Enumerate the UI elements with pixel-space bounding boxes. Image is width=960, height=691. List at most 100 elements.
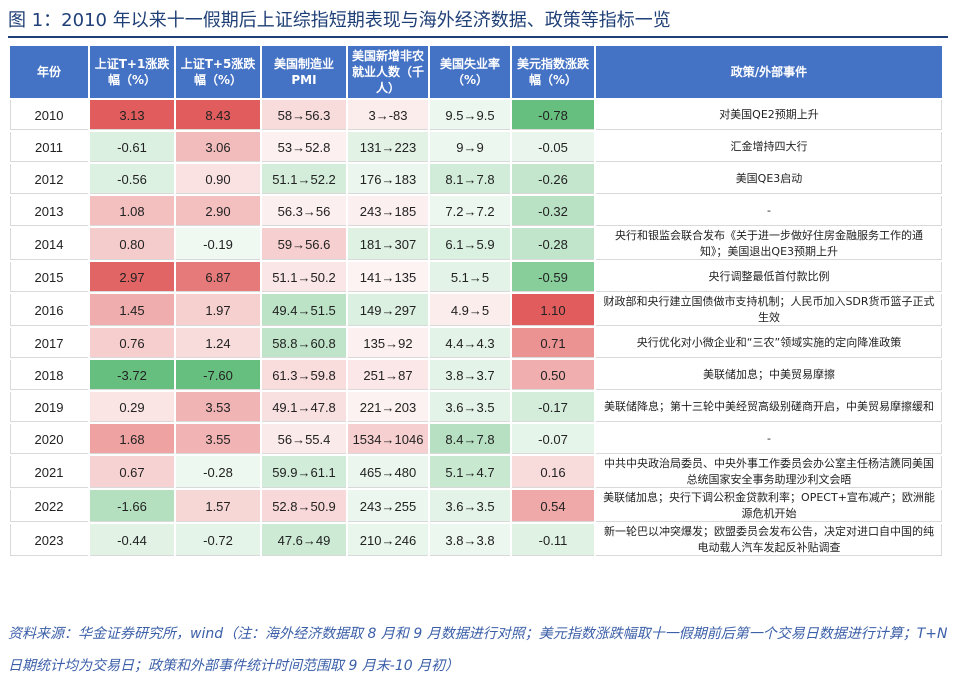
cell-nfp: 465→480 <box>346 454 430 490</box>
cell-unemp: 8.1→7.8 <box>428 162 512 196</box>
cell-nfp: 176→183 <box>346 162 430 196</box>
figure-title: 图 1：2010 年以来十一假期后上证综指短期表现与海外经济数据、政策等指标一览 <box>8 10 671 31</box>
cell-event: 新一轮巴以冲突爆发；欧盟委员会发布公告，决定对进口自中国的纯电动载人汽车发起反补… <box>594 522 944 558</box>
cell-t5: 3.06 <box>174 130 262 164</box>
cell-t1: -0.61 <box>88 130 176 164</box>
cell-t1: 1.08 <box>88 194 176 228</box>
cell-event: 美国QE3启动 <box>594 162 944 196</box>
header-event: 政策/外部事件 <box>594 44 944 100</box>
header-t5: 上证T+5涨跌幅（%） <box>174 44 262 100</box>
cell-pmi: 49.4→51.5 <box>260 292 348 328</box>
cell-usd: -0.59 <box>510 260 596 294</box>
cell-t5: 8.43 <box>174 98 262 132</box>
cell-unemp: 4.4→4.3 <box>428 326 512 360</box>
cell-year: 2017 <box>8 326 90 360</box>
cell-nfp: 181→307 <box>346 226 430 262</box>
cell-year: 2010 <box>8 98 90 132</box>
header-row: 年份 上证T+1涨跌幅（%） 上证T+5涨跌幅（%） 美国制造业PMI 美国新增… <box>8 44 944 100</box>
cell-t1: 2.97 <box>88 260 176 294</box>
cell-t1: 0.76 <box>88 326 176 360</box>
header-nfp: 美国新增非农就业人数（千人） <box>346 44 430 100</box>
cell-unemp: 8.4→7.8 <box>428 422 512 456</box>
cell-t5: 6.87 <box>174 260 262 294</box>
cell-t1: 1.68 <box>88 422 176 456</box>
cell-pmi: 58.8→60.8 <box>260 326 348 360</box>
cell-t1: -0.44 <box>88 522 176 558</box>
table-row: 2017 0.76 1.24 58.8→60.8 135→92 4.4→4.3 0.71 央行… <box>8 326 944 360</box>
cell-unemp: 9→9 <box>428 130 512 164</box>
cell-event: 中共中央政治局委员、中央外事工作委员会办公室主任杨洁篪同美国总统国家安全事务助理… <box>594 454 944 490</box>
cell-usd: 0.16 <box>510 454 596 490</box>
cell-year: 2023 <box>8 522 90 558</box>
cell-pmi: 61.3→59.8 <box>260 358 348 392</box>
table-row: 2015 2.97 6.87 51.1→50.2 141→135 5.1→5 -0.59 央行… <box>8 260 944 294</box>
cell-nfp: 1534→1046 <box>346 422 430 456</box>
cell-year: 2011 <box>8 130 90 164</box>
table-row: 2012 -0.56 0.90 51.1→52.2 176→183 8.1→7.8 -0.2… <box>8 162 944 196</box>
table-row: 2018 -3.72 -7.60 61.3→59.8 251→87 3.8→3.7 0.50… <box>8 358 944 392</box>
cell-t1: 0.67 <box>88 454 176 490</box>
cell-pmi: 58→56.3 <box>260 98 348 132</box>
cell-pmi: 56.3→56 <box>260 194 348 228</box>
cell-unemp: 5.1→4.7 <box>428 454 512 490</box>
cell-usd: 0.54 <box>510 488 596 524</box>
cell-event: - <box>594 194 944 228</box>
cell-usd: -0.26 <box>510 162 596 196</box>
cell-nfp: 243→185 <box>346 194 430 228</box>
table-body: 2010 3.13 8.43 58→56.3 3→-83 9.5→9.5 -0.78 对美国Q… <box>8 98 944 558</box>
cell-event: 美联储加息；中美贸易摩擦 <box>594 358 944 392</box>
cell-event: 央行调整最低首付款比例 <box>594 260 944 294</box>
cell-nfp: 3→-83 <box>346 98 430 132</box>
cell-nfp: 251→87 <box>346 358 430 392</box>
cell-usd: 0.50 <box>510 358 596 392</box>
cell-t5: 3.53 <box>174 390 262 424</box>
cell-year: 2016 <box>8 292 90 328</box>
cell-unemp: 9.5→9.5 <box>428 98 512 132</box>
cell-event: 对美国QE2预期上升 <box>594 98 944 132</box>
header-year: 年份 <box>8 44 90 100</box>
cell-nfp: 210→246 <box>346 522 430 558</box>
cell-t5: 1.97 <box>174 292 262 328</box>
cell-usd: -0.05 <box>510 130 596 164</box>
cell-usd: -0.11 <box>510 522 596 558</box>
cell-event: 美联储降息；第十三轮中美经贸高级别磋商开启，中美贸易摩擦缓和 <box>594 390 944 424</box>
data-table: 年份 上证T+1涨跌幅（%） 上证T+5涨跌幅（%） 美国制造业PMI 美国新增… <box>8 44 944 558</box>
cell-t5: 1.57 <box>174 488 262 524</box>
cell-event: 汇金增持四大行 <box>594 130 944 164</box>
cell-usd: -0.32 <box>510 194 596 228</box>
cell-t5: 0.90 <box>174 162 262 196</box>
cell-t1: 0.80 <box>88 226 176 262</box>
cell-year: 2022 <box>8 488 90 524</box>
table-row: 2013 1.08 2.90 56.3→56 243→185 7.2→7.2 -0.32- <box>8 194 944 228</box>
cell-year: 2013 <box>8 194 90 228</box>
header-pmi: 美国制造业PMI <box>260 44 348 100</box>
cell-year: 2018 <box>8 358 90 392</box>
title-rule <box>8 36 948 38</box>
table-row: 2016 1.45 1.97 49.4→51.5 149→297 4.9→5 1.10 财政部… <box>8 292 944 328</box>
cell-t1: 0.29 <box>88 390 176 424</box>
cell-event: 财政部和央行建立国债做市支持机制；人民币加入SDR货币篮子正式生效 <box>594 292 944 328</box>
cell-year: 2021 <box>8 454 90 490</box>
table-row: 2022 -1.66 1.57 52.8→50.9 243→255 3.6→3.5 0.54… <box>8 488 944 524</box>
cell-year: 2015 <box>8 260 90 294</box>
cell-unemp: 7.2→7.2 <box>428 194 512 228</box>
cell-event: 美联储加息；央行下调公积金贷款利率；OPECT+宣布减产；欧洲能源危机开始 <box>594 488 944 524</box>
cell-t5: -0.72 <box>174 522 262 558</box>
cell-pmi: 59→56.6 <box>260 226 348 262</box>
cell-pmi: 53→52.8 <box>260 130 348 164</box>
cell-t1: -0.56 <box>88 162 176 196</box>
cell-event: 央行和银监会联合发布《关于进一步做好住房金融服务工作的通知》；美国退出QE3预期… <box>594 226 944 262</box>
header-unemp: 美国失业率（%） <box>428 44 512 100</box>
cell-t5: 2.90 <box>174 194 262 228</box>
cell-nfp: 131→223 <box>346 130 430 164</box>
cell-unemp: 3.8→3.8 <box>428 522 512 558</box>
cell-year: 2020 <box>8 422 90 456</box>
cell-unemp: 3.6→3.5 <box>428 488 512 524</box>
source-note: 资料来源：华金证券研究所，wind（注：海外经济数据取 8 月和 9 月数据进行… <box>8 626 948 674</box>
cell-usd: 1.10 <box>510 292 596 328</box>
cell-pmi: 47.6→49 <box>260 522 348 558</box>
cell-year: 2012 <box>8 162 90 196</box>
cell-t5: -7.60 <box>174 358 262 392</box>
table-row: 2023 -0.44 -0.72 47.6→49 210→246 3.8→3.8 -0.11… <box>8 522 944 558</box>
cell-nfp: 149→297 <box>346 292 430 328</box>
